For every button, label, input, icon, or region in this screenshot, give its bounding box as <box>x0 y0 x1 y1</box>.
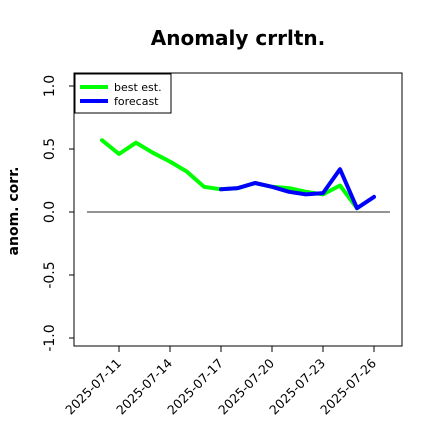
y-tick-label: -0.5 <box>42 261 58 288</box>
y-tick-label: 1.0 <box>42 75 58 97</box>
legend-label-best-est: best est. <box>114 81 162 94</box>
series-line-forecast <box>219 167 376 211</box>
y-tick-label: 0.0 <box>42 201 58 223</box>
legend-label-forecast: forecast <box>114 95 159 108</box>
y-axis-label: anom. corr. <box>6 167 22 256</box>
plot-frame <box>73 72 403 347</box>
series-line-best-est <box>100 138 359 211</box>
y-tick-label: 0.5 <box>42 138 58 160</box>
chart-title: Anomaly crrltn. <box>151 26 325 50</box>
legend-box <box>74 73 172 114</box>
y-tick-label: -1.0 <box>42 324 58 351</box>
legend: best est. forecast <box>74 73 172 114</box>
